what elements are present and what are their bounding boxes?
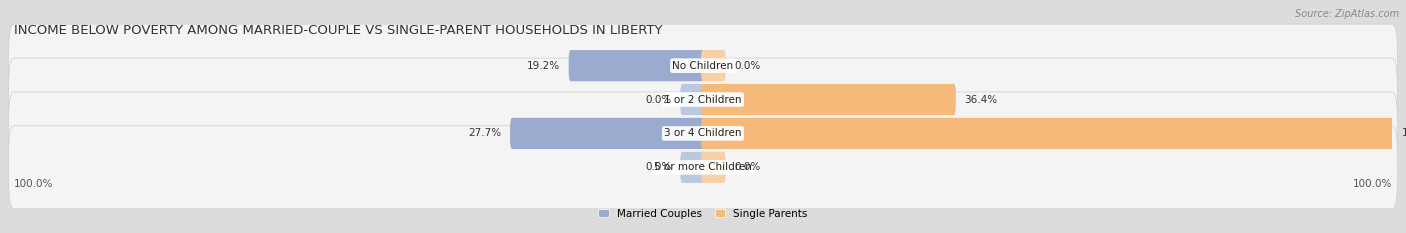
Text: 36.4%: 36.4%: [965, 95, 997, 105]
Text: No Children: No Children: [672, 61, 734, 71]
Text: 0.0%: 0.0%: [645, 162, 672, 172]
FancyBboxPatch shape: [681, 152, 704, 183]
FancyBboxPatch shape: [702, 50, 725, 81]
Text: 100.0%: 100.0%: [1402, 128, 1406, 138]
Text: 100.0%: 100.0%: [1353, 179, 1392, 189]
FancyBboxPatch shape: [702, 84, 956, 115]
Text: 19.2%: 19.2%: [527, 61, 561, 71]
Text: INCOME BELOW POVERTY AMONG MARRIED-COUPLE VS SINGLE-PARENT HOUSEHOLDS IN LIBERTY: INCOME BELOW POVERTY AMONG MARRIED-COUPL…: [14, 24, 662, 37]
Text: 100.0%: 100.0%: [14, 179, 53, 189]
FancyBboxPatch shape: [702, 118, 1393, 149]
FancyBboxPatch shape: [681, 84, 704, 115]
FancyBboxPatch shape: [8, 58, 1398, 141]
FancyBboxPatch shape: [8, 126, 1398, 209]
Text: 0.0%: 0.0%: [734, 162, 761, 172]
FancyBboxPatch shape: [510, 118, 704, 149]
Text: 1 or 2 Children: 1 or 2 Children: [664, 95, 742, 105]
Legend: Married Couples, Single Parents: Married Couples, Single Parents: [599, 209, 807, 219]
Text: 0.0%: 0.0%: [645, 95, 672, 105]
Text: 27.7%: 27.7%: [468, 128, 502, 138]
Text: Source: ZipAtlas.com: Source: ZipAtlas.com: [1295, 9, 1399, 19]
FancyBboxPatch shape: [702, 152, 725, 183]
Text: 3 or 4 Children: 3 or 4 Children: [664, 128, 742, 138]
FancyBboxPatch shape: [8, 24, 1398, 107]
Text: 5 or more Children: 5 or more Children: [654, 162, 752, 172]
Text: 0.0%: 0.0%: [734, 61, 761, 71]
FancyBboxPatch shape: [568, 50, 704, 81]
FancyBboxPatch shape: [8, 92, 1398, 175]
